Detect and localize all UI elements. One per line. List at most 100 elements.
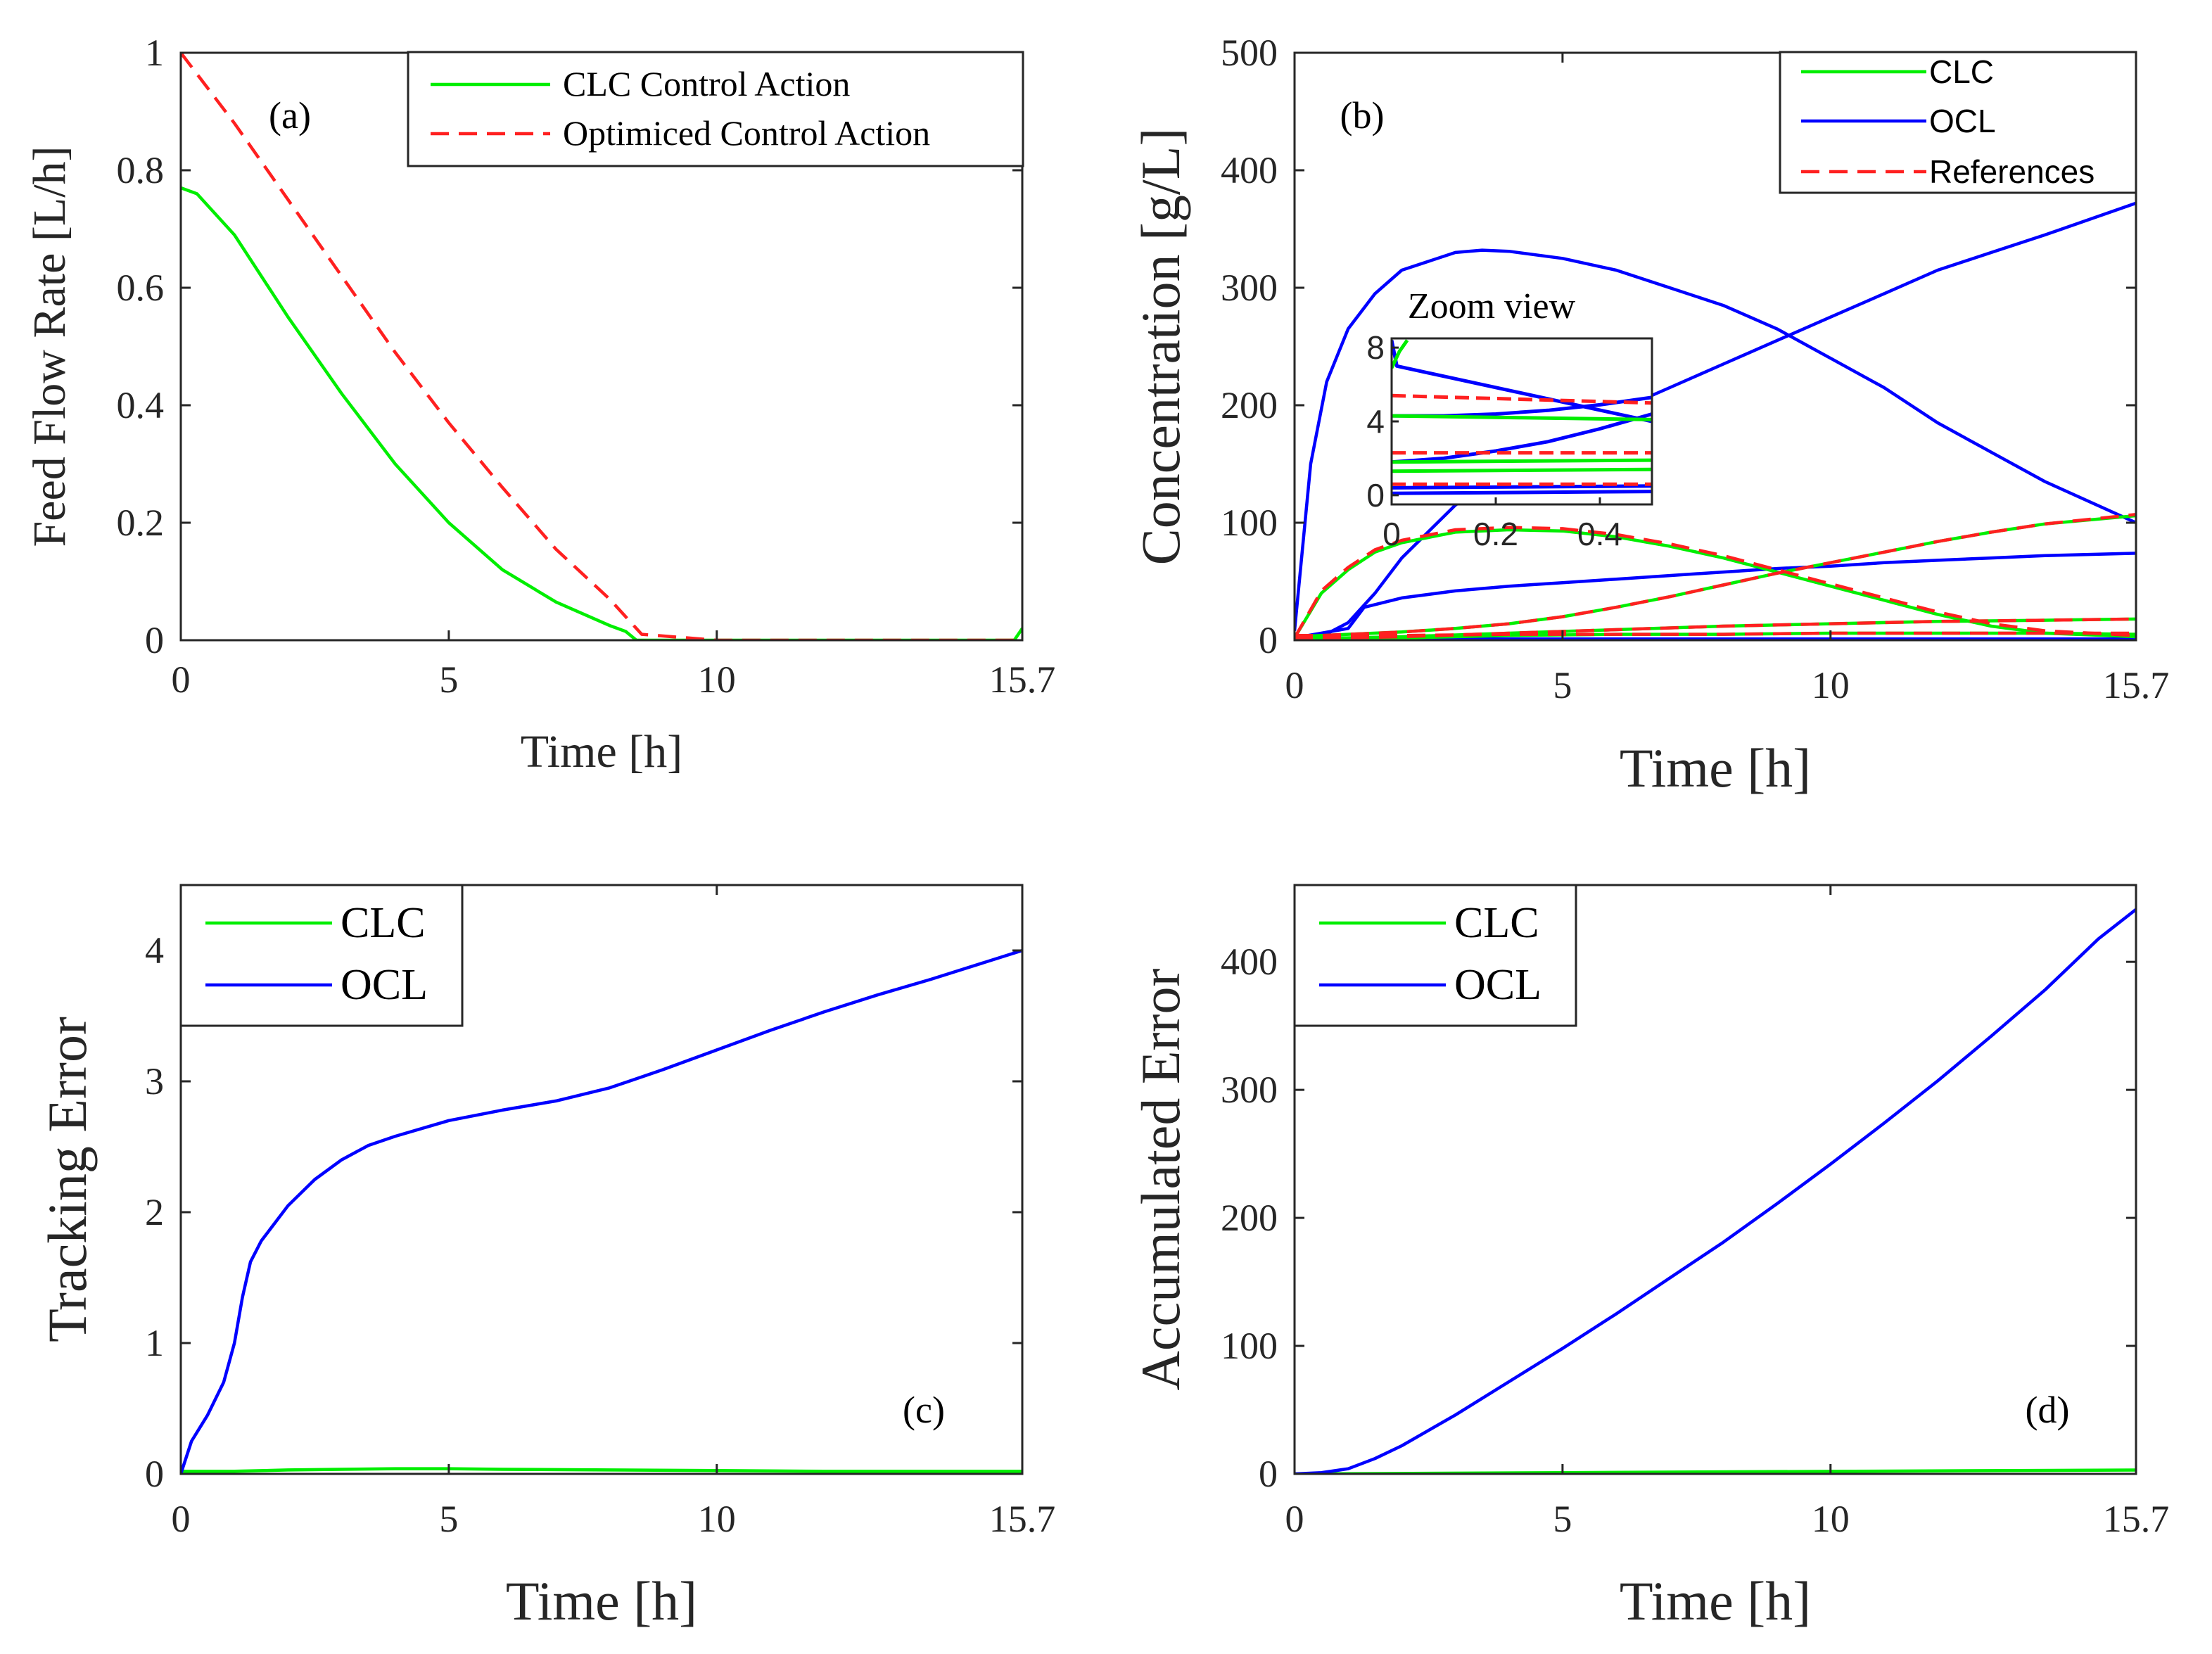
x-tick-label: 15.7 xyxy=(989,1498,1056,1540)
inset-x-tick-label: 0.4 xyxy=(1577,516,1622,552)
legend: CLC OCL xyxy=(1293,884,1577,1027)
x-axis-label: Time [h] xyxy=(1620,1570,1811,1631)
y-tick-label: 4 xyxy=(145,929,164,972)
legend-label: OCL xyxy=(1929,103,1996,139)
inset-series-line-ocl-z4 xyxy=(1392,484,1652,490)
y-tick-label: 200 xyxy=(1221,384,1278,426)
y-tick-label: 200 xyxy=(1221,1197,1278,1239)
axes-box xyxy=(1293,884,2137,1475)
y-tick-label: 400 xyxy=(1221,149,1278,191)
legend-label: OCL xyxy=(341,961,428,1009)
y-tick-label: 1 xyxy=(145,1322,164,1364)
x-tick-label: 0 xyxy=(1285,664,1304,706)
x-axis-label: Time [h] xyxy=(521,726,682,777)
y-axis-label: Accumulated Error xyxy=(1130,969,1191,1391)
legend-box xyxy=(179,884,464,1027)
y-tick-label: 100 xyxy=(1221,502,1278,544)
y-tick-label: 0.4 xyxy=(117,384,165,426)
series-line-clc-control-action xyxy=(181,186,1022,640)
series-group xyxy=(1295,201,2136,640)
y-axis-label: Feed Flow Rate [L/h] xyxy=(24,146,75,547)
series-line-ref-2 xyxy=(1295,513,2136,639)
series-group xyxy=(181,53,1022,640)
y-tick-label: 100 xyxy=(1221,1325,1278,1367)
series-group xyxy=(181,948,1022,1474)
y-axis-label: Concentration [g/L] xyxy=(1130,128,1191,566)
x-tick-label: 15.7 xyxy=(2103,1498,2170,1540)
legend-label: Optimiced Control Action xyxy=(563,113,930,153)
legend-label: CLC xyxy=(341,899,426,947)
x-tick-label: 0 xyxy=(172,659,191,701)
x-axis-label: Time [h] xyxy=(506,1570,697,1631)
x-tick-label: 10 xyxy=(1812,1498,1850,1540)
y-tick-label: 0.2 xyxy=(117,502,165,544)
series-line-ref-4 xyxy=(1295,631,2136,637)
y-tick-label: 300 xyxy=(1221,1069,1278,1111)
inset-title: Zoom view xyxy=(1408,286,1576,326)
y-tick-label: 0.6 xyxy=(117,267,165,309)
x-axis-label: Time [h] xyxy=(1620,737,1811,799)
x-tick-label: 5 xyxy=(439,659,458,701)
panel-annotation: (c) xyxy=(903,1389,945,1431)
legend-box xyxy=(1293,884,1577,1027)
y-tick-label: 300 xyxy=(1221,267,1278,309)
x-tick-label: 0 xyxy=(1285,1498,1304,1540)
x-tick-label: 10 xyxy=(698,659,736,701)
legend-label: CLC Control Action xyxy=(563,64,850,103)
inset-y-tick-label: 0 xyxy=(1366,477,1385,514)
inset-series-line-ref-z1 xyxy=(1392,393,1652,405)
y-axis-label: Tracking Error xyxy=(37,1017,98,1342)
series-line-ocl-3 xyxy=(1295,552,2136,640)
inset-series-group xyxy=(1392,339,1652,495)
panel-c: 0 5 10 15.7 0 1 2 3 4 Time [h] Tracking Error (c) CL… xyxy=(37,884,1056,1631)
series-line-ocl xyxy=(1295,908,2136,1474)
legend: CLC Control Action Optimiced Control Acti… xyxy=(407,51,1024,167)
inset-series-line-clc-z1 xyxy=(1392,339,1409,369)
legend-label: References xyxy=(1929,153,2095,190)
y-tick-label: 0 xyxy=(1259,619,1278,661)
y-tick-label: 0 xyxy=(145,619,164,661)
y-tick-label: 0.8 xyxy=(117,149,165,191)
series-line-ocl xyxy=(181,948,1022,1474)
inset-series-line-clc-z4 xyxy=(1392,467,1652,473)
inset-y-tick-label: 4 xyxy=(1366,403,1385,440)
panel-d: 0 5 10 15.7 0 100 200 300 400 Time [h] Accumulated… xyxy=(1130,884,2170,1631)
y-tick-label: 3 xyxy=(145,1060,164,1102)
y-tick-label: 2 xyxy=(145,1191,164,1233)
x-tick-label: 0 xyxy=(172,1498,191,1540)
x-tick-label: 15.7 xyxy=(2103,664,2170,706)
inset-series-line-clc-z2 xyxy=(1392,414,1652,421)
legend: CLC OCL References xyxy=(1779,51,2137,194)
panel-annotation: (d) xyxy=(2026,1389,2070,1431)
legend-label: OCL xyxy=(1454,961,1542,1009)
x-tick-label: 10 xyxy=(1812,664,1850,706)
x-tick-label: 5 xyxy=(1553,1498,1572,1540)
y-tick-label: 500 xyxy=(1221,32,1278,74)
y-tick-label: 1 xyxy=(145,32,164,74)
axes-box xyxy=(1293,51,2137,642)
series-line-optimiced-control-action xyxy=(181,53,1022,640)
inset-x-tick-label: 0 xyxy=(1382,516,1401,552)
inset-series-line-ocl-z2 xyxy=(1392,412,1652,464)
panel-annotation: (b) xyxy=(1340,94,1385,136)
y-tick-label: 0 xyxy=(145,1453,164,1495)
y-tick-label: 400 xyxy=(1221,941,1278,983)
series-line-ref-1 xyxy=(1295,526,2136,639)
inset-series-line-ocl-z1 xyxy=(1392,340,1652,424)
x-tick-label: 15.7 xyxy=(989,659,1056,701)
inset-series-line-clc-z3 xyxy=(1392,458,1652,464)
panel-a: 0 5 10 15.7 0 0.2 0.4 0.6 0.8 1 Time [h] Feed Flow … xyxy=(24,32,1055,777)
legend-label: CLC xyxy=(1929,53,1994,90)
y-tick-label: 0 xyxy=(1259,1453,1278,1495)
legend-box xyxy=(407,51,1024,167)
inset-x-tick-label: 0.2 xyxy=(1473,516,1518,552)
series-line-clc-1 xyxy=(1295,528,2136,639)
panel-annotation: (a) xyxy=(269,94,311,136)
legend-label: CLC xyxy=(1454,899,1539,947)
zoom-inset: 0 0.2 0.4 0 4 8 Zoom view xyxy=(1366,286,1653,552)
x-tick-label: 10 xyxy=(698,1498,736,1540)
series-line-clc-2 xyxy=(1295,514,2136,639)
inset-background xyxy=(1392,338,1652,504)
